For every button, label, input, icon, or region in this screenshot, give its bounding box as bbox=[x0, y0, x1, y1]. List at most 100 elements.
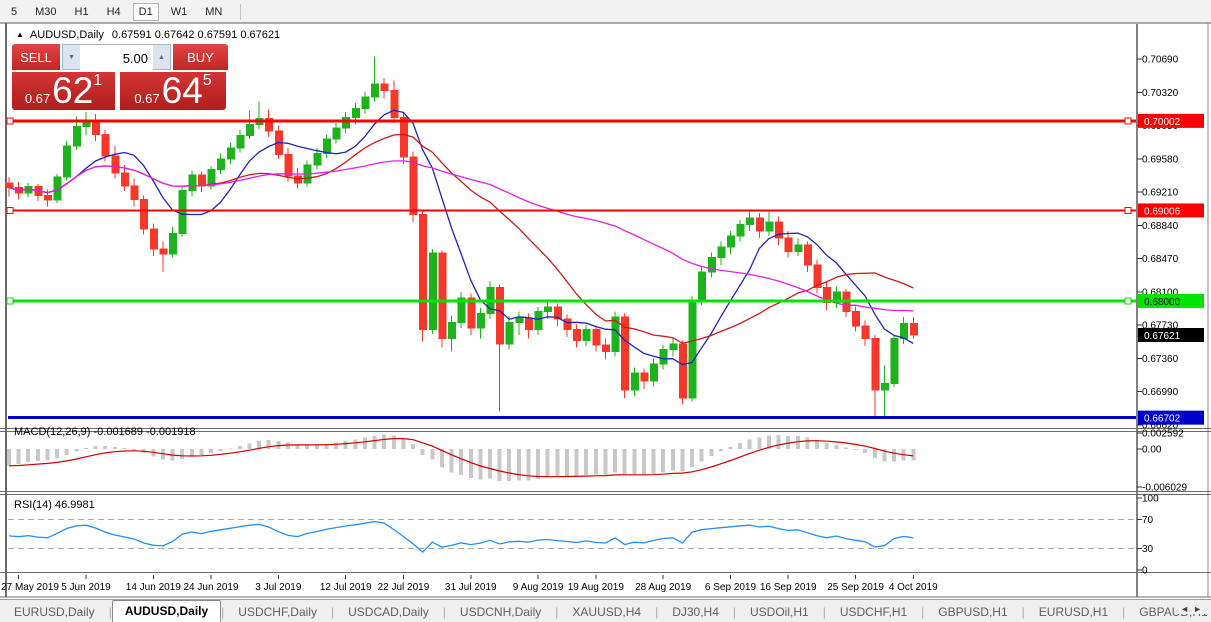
tab-usdcnh-daily[interactable]: USDCNH,Daily bbox=[459, 605, 542, 619]
candle-body bbox=[101, 134, 110, 157]
candle-body bbox=[390, 89, 399, 118]
date-axis-label: 14 Jun 2019 bbox=[126, 582, 181, 593]
macd-axis-tick-label: -0.006029 bbox=[1142, 482, 1187, 493]
macd-histogram-bar bbox=[795, 436, 800, 449]
timeframe-5[interactable]: 5 bbox=[11, 5, 18, 18]
candle-body bbox=[63, 145, 72, 178]
volume-increase-button[interactable]: ▲ bbox=[153, 45, 170, 69]
volume-input[interactable] bbox=[80, 45, 153, 71]
candle-body bbox=[448, 321, 457, 340]
candle-body bbox=[775, 221, 784, 239]
tab-separator: | bbox=[330, 605, 335, 619]
candle-body bbox=[573, 329, 582, 341]
line-handle[interactable] bbox=[1124, 297, 1132, 305]
timeframe-h4[interactable]: H4 bbox=[106, 5, 121, 18]
price-axis-tick-label: 0.67360 bbox=[1142, 354, 1179, 365]
timeframe-w1[interactable]: W1 bbox=[170, 5, 188, 18]
tab-separator: | bbox=[1021, 605, 1025, 619]
candle-body bbox=[342, 116, 351, 129]
macd-histogram-bar bbox=[189, 449, 194, 457]
line-handle[interactable] bbox=[6, 297, 14, 305]
candle-body bbox=[476, 313, 485, 329]
price-axis-tick-label: 0.66990 bbox=[1142, 387, 1179, 398]
tab-audusd-daily[interactable]: AUDUSD,Daily bbox=[111, 600, 222, 622]
candle-body bbox=[736, 223, 745, 237]
buy-price-pip: 5 bbox=[202, 72, 212, 89]
candle-body bbox=[361, 96, 370, 109]
candle-body bbox=[524, 317, 533, 331]
date-axis-label: 5 Jun 2019 bbox=[61, 582, 111, 593]
candle-body bbox=[813, 264, 822, 288]
line-handle[interactable] bbox=[6, 117, 14, 125]
sell-button[interactable]: SELL bbox=[12, 44, 60, 70]
buy-price-box[interactable]: 0.67 64 5 bbox=[120, 72, 226, 110]
rsi-name: RSI(14) bbox=[14, 499, 52, 511]
tab-scroll-arrows[interactable]: ◄► bbox=[1177, 604, 1209, 614]
price-axis-tick-label: 0.67730 bbox=[1142, 321, 1179, 332]
macd-histogram-bar bbox=[555, 449, 560, 477]
candle-body bbox=[688, 300, 697, 399]
timeframe-h1[interactable]: H1 bbox=[74, 5, 89, 18]
price-level-label bbox=[1138, 410, 1204, 425]
macd-histogram-bar bbox=[468, 449, 473, 479]
volume-decrease-button[interactable]: ▼ bbox=[63, 45, 80, 69]
candle-body bbox=[236, 134, 245, 149]
line-handle[interactable] bbox=[1124, 206, 1132, 214]
tab-usdoil-h1[interactable]: USDOil,H1 bbox=[750, 605, 809, 619]
tab-usdchf-daily[interactable]: USDCHF,Daily bbox=[238, 605, 317, 619]
candle-body bbox=[515, 317, 524, 323]
candle-body bbox=[351, 107, 360, 118]
sell-price-big: 62 bbox=[52, 70, 94, 111]
price-level-label-text: 0.66702 bbox=[1144, 414, 1181, 425]
macd-histogram-bar bbox=[55, 449, 60, 459]
candle-body bbox=[419, 214, 428, 331]
macd-histogram-bar bbox=[199, 449, 204, 456]
macd-histogram-bar bbox=[459, 449, 464, 475]
tab-usdchf-h1[interactable]: USDCHF,H1 bbox=[839, 605, 908, 619]
price-level-label-text: 0.68000 bbox=[1144, 297, 1181, 308]
macd-histogram-bar bbox=[690, 449, 695, 467]
line-handle[interactable] bbox=[1124, 117, 1132, 125]
macd-histogram-bar bbox=[237, 446, 242, 449]
candle-body bbox=[640, 372, 649, 382]
macd-histogram-bar bbox=[863, 449, 868, 453]
macd-histogram-bar bbox=[766, 435, 771, 449]
tab-eurusd-daily[interactable]: EURUSD,Daily bbox=[14, 605, 95, 619]
macd-histogram-bar bbox=[728, 446, 733, 449]
tab-xauusd-h4[interactable]: XAUUSD,H4 bbox=[572, 605, 642, 619]
candle-body bbox=[284, 153, 293, 177]
macd-histogram-bar bbox=[911, 449, 916, 461]
candle-body bbox=[111, 155, 120, 174]
timeframe-m30[interactable]: M30 bbox=[35, 5, 57, 18]
sell-price-box[interactable]: 0.67 62 1 bbox=[12, 72, 115, 110]
macd-histogram-bar bbox=[324, 443, 329, 449]
price-level-label bbox=[1138, 293, 1204, 308]
tab-gbpusd-h1[interactable]: GBPUSD,H1 bbox=[938, 605, 1008, 619]
macd-histogram-bar bbox=[488, 449, 492, 479]
price-axis-tick-label: 0.68470 bbox=[1142, 254, 1179, 265]
macd-histogram-bar bbox=[74, 449, 79, 452]
macd-histogram-bar bbox=[497, 449, 502, 481]
current-price-label-text: 0.67621 bbox=[1144, 331, 1181, 342]
candle-body bbox=[717, 246, 726, 259]
candle-body bbox=[43, 195, 52, 201]
tab-dj30-h4[interactable]: DJ30,H4 bbox=[672, 605, 719, 619]
date-axis-label: 9 Aug 2019 bbox=[513, 582, 564, 593]
macd-values: -0.001689 -0.001918 bbox=[93, 426, 196, 438]
macd-histogram-bar bbox=[218, 449, 223, 451]
candle-body bbox=[852, 311, 861, 327]
buy-button[interactable]: BUY bbox=[173, 44, 228, 70]
candle-body bbox=[217, 158, 226, 171]
line-handle[interactable] bbox=[6, 206, 14, 214]
tab-separator: | bbox=[655, 605, 659, 619]
buy-price-prefix: 0.67 bbox=[134, 91, 160, 106]
macd-histogram-bar bbox=[622, 449, 627, 475]
timeframe-mn[interactable]: MN bbox=[205, 5, 223, 18]
timeframe-d1[interactable]: D1 bbox=[132, 2, 159, 21]
date-axis-label: 27 May 2019 bbox=[1, 582, 59, 593]
date-axis-label: 25 Sep 2019 bbox=[827, 582, 884, 593]
tab-eurusd-h1[interactable]: EURUSD,H1 bbox=[1038, 605, 1109, 619]
tab-usdcad-daily[interactable]: USDCAD,Daily bbox=[348, 605, 429, 619]
candle-body bbox=[159, 248, 168, 255]
